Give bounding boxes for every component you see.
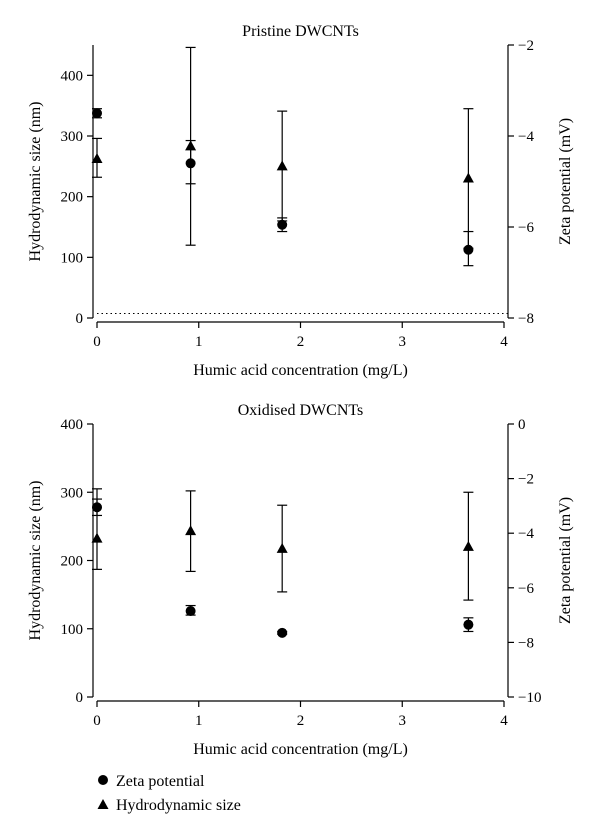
y2-tick-label: −8 <box>518 311 534 327</box>
y2-tick-label: −6 <box>518 581 534 597</box>
series-zeta-potential <box>92 498 474 638</box>
x-tick-label: 0 <box>93 713 101 729</box>
data-point-circle <box>277 627 288 638</box>
x-tick-label: 0 <box>93 334 101 350</box>
y-tick-label: 300 <box>61 485 84 501</box>
x-tick-label: 2 <box>297 334 305 350</box>
y2-axis-title: Zeta potential (mV) <box>557 497 574 624</box>
chart-title: Pristine DWCNTs <box>242 23 359 40</box>
y2-tick-label: −6 <box>518 220 534 236</box>
data-point-triangle <box>91 532 103 543</box>
x-tick-label: 3 <box>399 334 407 350</box>
x-tick-label: 4 <box>500 713 508 729</box>
y2-tick-label: −2 <box>518 472 534 488</box>
x-tick-label: 1 <box>195 334 203 350</box>
legend-circle-marker <box>98 775 108 785</box>
y-tick-label: 0 <box>76 690 84 706</box>
series-hydrodynamic-size <box>91 46 474 249</box>
legend-label-size: Hydrodynamic size <box>116 797 241 814</box>
y2-tick-label: −4 <box>518 526 534 542</box>
legend-triangle-marker <box>97 799 109 809</box>
x-tick-label: 3 <box>399 713 407 729</box>
y-tick-label: 100 <box>61 250 84 266</box>
y-tick-label: 200 <box>61 554 84 570</box>
chart-title: Oxidised DWCNTs <box>238 402 364 419</box>
y-tick-label: 0 <box>76 311 84 327</box>
y2-axis-title: Zeta potential (mV) <box>557 118 574 245</box>
data-point-triangle <box>276 542 288 553</box>
series-hydrodynamic-size <box>91 488 474 601</box>
y-tick-label: 200 <box>61 190 84 206</box>
y-tick-label: 300 <box>61 129 84 145</box>
x-tick-label: 4 <box>500 334 508 350</box>
data-point-triangle <box>185 525 197 536</box>
x-axis-title: Humic acid concentration (mg/L) <box>193 362 408 379</box>
data-point-circle <box>92 108 102 119</box>
data-point-triangle <box>462 540 474 551</box>
data-point-circle <box>463 244 474 255</box>
chart-oxidised: Oxidised DWCNTs0100200300400Hydrodynamic… <box>27 402 574 758</box>
y-axis-title: Hydrodynamic size (nm) <box>27 481 44 641</box>
chart-pristine: Pristine DWCNTs 0 100 200 300 400 Hydrodynamic… <box>27 23 574 379</box>
y2-tick-label: 0 <box>518 417 526 433</box>
y-tick-label: 400 <box>61 68 84 84</box>
data-point-circle <box>185 606 196 617</box>
y2-tick-label: −8 <box>518 635 534 651</box>
x-tick-label: 1 <box>195 713 203 729</box>
y2-tick-label: −10 <box>518 690 541 706</box>
data-point-triangle <box>276 160 288 171</box>
y2-tick-label: −4 <box>518 129 534 145</box>
y2-tick-label: −2 <box>518 38 534 54</box>
y-tick-label: 400 <box>61 417 84 433</box>
y-axis-title: Hydrodynamic size (nm) <box>27 102 44 262</box>
data-point-triangle <box>91 153 103 164</box>
data-point-circle <box>277 219 288 230</box>
x-axis-title: Humic acid concentration (mg/L) <box>193 741 408 758</box>
legend-label-zeta: Zeta potential <box>116 773 205 790</box>
legend: Zeta potential Hydrodynamic size <box>97 773 241 814</box>
data-point-triangle <box>462 172 474 183</box>
data-point-triangle <box>185 140 197 151</box>
data-point-circle <box>463 619 474 630</box>
x-tick-label: 2 <box>297 713 305 729</box>
y-tick-label: 100 <box>61 622 84 638</box>
